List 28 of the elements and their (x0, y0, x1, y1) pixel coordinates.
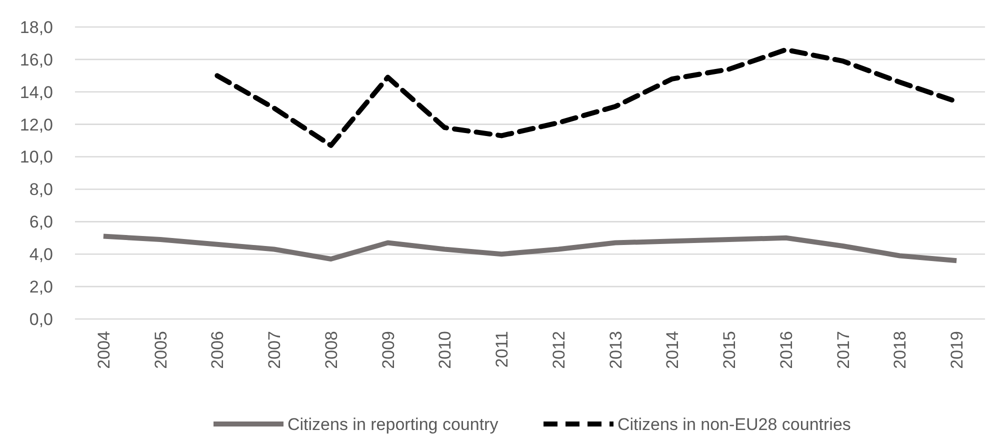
x-tick-label: 2016 (776, 331, 796, 369)
x-tick-label: 2011 (492, 331, 512, 368)
y-tick-label: 16,0 (20, 50, 53, 70)
legend-label: Citizens in reporting country (288, 414, 499, 434)
y-tick-label: 12,0 (20, 115, 53, 134)
x-tick-label: 2005 (151, 331, 170, 369)
y-tick-label: 4,0 (29, 245, 53, 264)
x-tick-label: 2010 (436, 331, 455, 369)
x-tick-label: 2013 (606, 331, 626, 369)
x-tick-label: 2009 (378, 331, 398, 369)
x-tick-label: 2008 (322, 331, 341, 369)
x-tick-label: 2015 (720, 331, 740, 369)
y-tick-label: 6,0 (29, 212, 53, 232)
x-tick-label: 2018 (890, 331, 910, 369)
y-tick-label: 10,0 (20, 148, 53, 167)
x-tick-label: 2007 (265, 331, 284, 369)
x-tick-label: 2014 (663, 331, 682, 369)
x-tick-label: 2017 (834, 331, 853, 369)
y-tick-label: 8,0 (29, 180, 53, 200)
y-tick-label: 14,0 (20, 82, 53, 102)
y-tick-label: 0,0 (29, 310, 53, 329)
x-tick-label: 2019 (948, 331, 967, 369)
x-tick-label: 2004 (94, 331, 114, 369)
x-tick-label: 2012 (549, 331, 568, 369)
x-tick-label: 2006 (208, 331, 228, 369)
y-tick-label: 2,0 (29, 278, 53, 297)
y-tick-label: 18,0 (20, 18, 53, 37)
legend-label: Citizens in non-EU28 countries (618, 414, 851, 434)
